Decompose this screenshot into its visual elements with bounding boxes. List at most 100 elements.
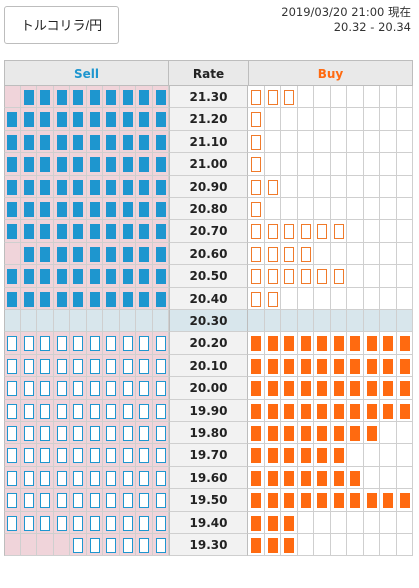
sell-order-block (40, 269, 51, 285)
sell-order-block (89, 224, 100, 240)
sell-order-block (7, 134, 18, 150)
sell-order-block (122, 246, 133, 262)
sell-order-block (7, 291, 18, 307)
order-row: 20.80 (4, 198, 413, 221)
buy-order-block (399, 358, 410, 374)
sell-grid-cell (37, 534, 54, 557)
buy-grid-cell (380, 444, 397, 467)
sell-order-block (73, 336, 84, 352)
sell-order-block (139, 426, 150, 441)
buy-order-block (300, 336, 311, 352)
buy-grid-cell (281, 265, 298, 288)
buy-grid-cell (314, 354, 331, 378)
sell-order-block (122, 90, 133, 105)
buy-grid-cell (281, 86, 298, 109)
buy-grid-cell (330, 175, 347, 198)
sell-order-block (122, 112, 133, 128)
sell-order-block (23, 448, 34, 464)
buy-grid-cell (297, 153, 314, 176)
buy-grid-cell (347, 198, 364, 221)
buy-grid-cell (281, 220, 298, 243)
sell-order-block (40, 493, 51, 509)
rate-column-header: Rate (169, 60, 248, 86)
buy-grid-cell (297, 489, 314, 512)
buy-grid-cell (248, 354, 265, 378)
buy-order-block (300, 403, 311, 419)
buy-order-block (350, 470, 361, 486)
buy-grid-cell (330, 242, 347, 266)
buy-order-block (300, 246, 311, 262)
sell-order-block (139, 202, 150, 217)
buy-order-block (383, 493, 394, 509)
sell-order-block (56, 381, 67, 397)
sell-grid-cell (136, 310, 153, 333)
buy-grid-cell (363, 489, 380, 512)
buy-order-block (267, 381, 278, 397)
sell-order-block (56, 269, 67, 285)
sell-order-block (89, 157, 100, 173)
buy-grid-cell (281, 130, 298, 154)
buy-grid-cell (281, 310, 298, 333)
sell-order-block (73, 493, 84, 509)
sell-order-block (106, 493, 117, 509)
sell-order-block (56, 112, 67, 128)
buy-grid-cell (297, 332, 314, 355)
buy-order-block (267, 493, 278, 509)
sell-order-block (89, 448, 100, 464)
buy-order-block (267, 403, 278, 419)
sell-order-block (56, 179, 67, 195)
sell-order-block (122, 515, 133, 531)
rate-label: 21.00 (169, 153, 248, 176)
buy-grid-cell (396, 332, 413, 355)
buy-grid-cell (264, 108, 281, 131)
sell-order-block (89, 336, 100, 352)
order-row: 19.90 (4, 399, 413, 422)
buy-grid-cell (330, 310, 347, 333)
buy-grid-cell (347, 332, 364, 355)
sell-order-block (40, 448, 51, 464)
sell-order-block (23, 246, 34, 262)
sell-order-block (155, 246, 166, 262)
sell-grid-cell (4, 534, 21, 557)
buy-grid-cell (396, 466, 413, 490)
sell-order-block (73, 470, 84, 486)
buy-order-block (317, 403, 328, 419)
rate-label: 20.50 (169, 265, 248, 288)
sell-order-block (89, 493, 100, 509)
rate-label: 21.30 (169, 86, 248, 109)
buy-column-header: Buy (248, 60, 413, 86)
buy-grid-cell (264, 265, 281, 288)
sell-order-block (89, 134, 100, 150)
sell-order-block (89, 291, 100, 307)
buy-grid-cell (248, 332, 265, 355)
buy-grid-cell (396, 242, 413, 266)
buy-grid-cell (314, 399, 331, 422)
buy-grid-cell (330, 332, 347, 355)
buy-order-block (317, 493, 328, 509)
buy-order-block (284, 426, 295, 441)
buy-order-block (333, 336, 344, 352)
buy-order-block (350, 336, 361, 352)
buy-grid-cell (347, 153, 364, 176)
buy-grid-cell (347, 220, 364, 243)
sell-order-block (106, 269, 117, 285)
buy-order-block (333, 448, 344, 464)
buy-order-block (251, 515, 262, 531)
sell-order-block (122, 202, 133, 217)
sell-order-block (139, 224, 150, 240)
sell-order-block (40, 112, 51, 128)
sell-order-block (56, 202, 67, 217)
buy-order-block (383, 381, 394, 397)
buy-grid-cell (330, 511, 347, 534)
currency-pair-button[interactable]: トルコリラ/円 (4, 6, 119, 44)
buy-grid-cell (264, 175, 281, 198)
buy-order-block (251, 112, 262, 128)
rate-label: 19.40 (169, 511, 248, 534)
buy-grid-cell (396, 86, 413, 109)
buy-grid-cell (347, 489, 364, 512)
buy-order-block (267, 269, 278, 285)
buy-grid-cell (363, 377, 380, 400)
buy-order-block (284, 269, 295, 285)
buy-grid-cell (380, 108, 397, 131)
buy-grid-cell (363, 86, 380, 109)
